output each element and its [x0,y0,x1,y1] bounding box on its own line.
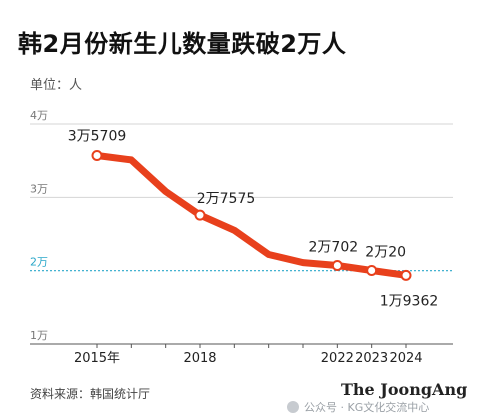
data-label: 2万20 [365,245,406,261]
chart-title: 韩2月份新生儿数量跌破2万人 [18,30,347,58]
data-label: 3万5709 [68,128,127,144]
x-tick-label: 2015年 [74,351,120,366]
source-note: 资料来源：韩国统计厅 [30,387,151,401]
data-point [194,209,206,221]
y-tick-label: 1万 [30,329,48,342]
series-line [93,152,410,279]
data-point [91,149,103,161]
x-tick-label: 2018 [183,351,216,366]
y-tick-label: 4万 [30,109,48,122]
y-tick-label: 3万 [30,182,48,195]
brand-logo: The JoongAng [341,380,468,399]
watermark: 公众号 · KG文化交流中心 [287,399,429,415]
data-label: 2万7575 [197,191,256,207]
watermark-text: 公众号 · KG文化交流中心 [304,401,430,414]
data-point [400,269,412,281]
x-tick-label: 2022 [321,351,354,366]
y-tick-label: 2万 [30,256,48,269]
data-label: 1万9362 [380,293,439,309]
wechat-icon [287,401,299,413]
data-point [331,260,343,272]
x-tick-label: 2024 [389,351,422,366]
data-label: 2万702 [309,240,359,256]
x-tick-label: 2023 [355,351,388,366]
unit-label: 单位：人 [30,78,83,93]
data-point [366,265,378,277]
